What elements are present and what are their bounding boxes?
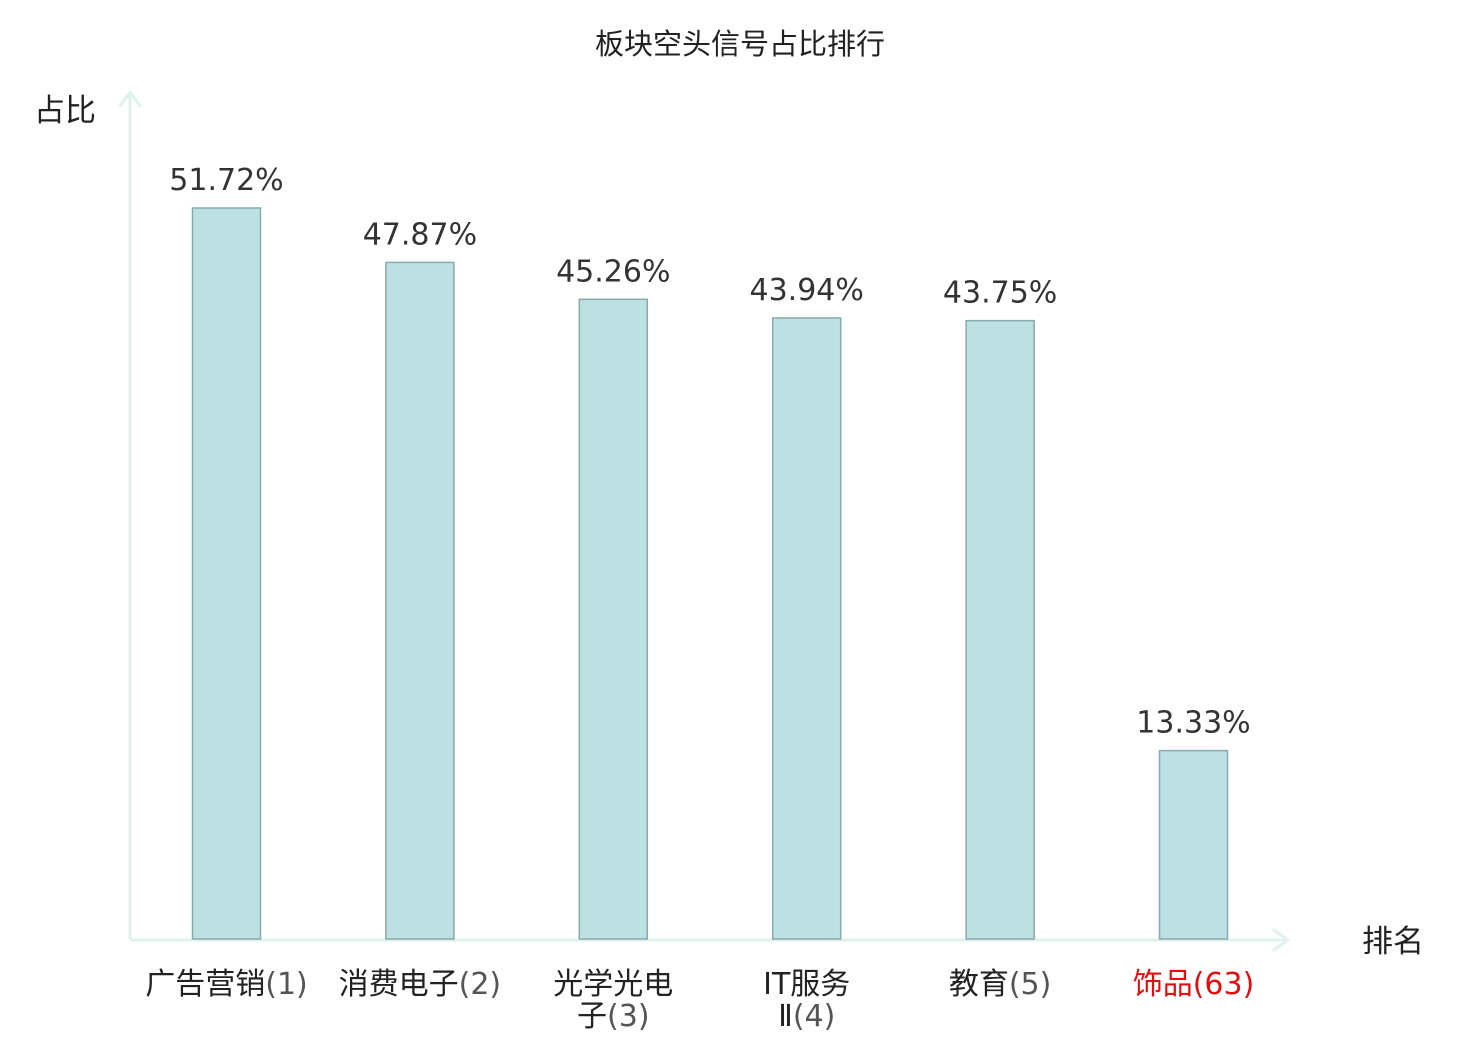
bar-5 — [965, 319, 1035, 940]
value-label-4: 43.94% — [750, 273, 864, 308]
axes — [118, 90, 1290, 952]
category-label-6: 饰品(63) — [1133, 967, 1255, 1002]
bar-6 — [1158, 749, 1229, 940]
bars — [191, 207, 1229, 940]
category-label-line: 教育(5) — [949, 967, 1052, 1002]
bar-4 — [771, 317, 842, 940]
category-label-line: Ⅱ(4) — [778, 999, 835, 1034]
value-label-5: 43.75% — [943, 276, 1057, 311]
category-label-line: 广告营销(1) — [145, 967, 308, 1002]
category-label-line: IT服务 — [763, 967, 850, 1002]
category-label-5: 教育(5) — [949, 967, 1052, 1002]
bar-2 — [385, 261, 455, 940]
category-label-2: 消费电子(2) — [339, 967, 502, 1002]
x-axis-title: 排名 — [1362, 924, 1424, 960]
category-label-line: 消费电子(2) — [339, 967, 502, 1002]
value-labels: 51.72% 47.87% 45.26% 43.94% 43.75% 13.33% — [169, 163, 1250, 741]
chart-title: 板块空头信号占比排行 — [595, 27, 885, 61]
bar-3 — [578, 298, 649, 940]
category-label-line: 光学光电 — [553, 967, 673, 1002]
bar-1 — [191, 207, 262, 940]
y-axis-title: 占比 — [34, 93, 96, 129]
value-label-2: 47.87% — [363, 217, 477, 252]
value-label-6: 13.33% — [1136, 706, 1250, 741]
category-label-1: 广告营销(1) — [145, 967, 308, 1002]
x-axis-arrow — [1272, 928, 1290, 952]
value-label-1: 51.72% — [169, 163, 283, 198]
category-label-line: 饰品(63) — [1133, 967, 1255, 1002]
y-axis-arrow — [118, 90, 142, 108]
category-label-line: 子(3) — [577, 999, 650, 1034]
value-label-3: 45.26% — [556, 254, 670, 289]
